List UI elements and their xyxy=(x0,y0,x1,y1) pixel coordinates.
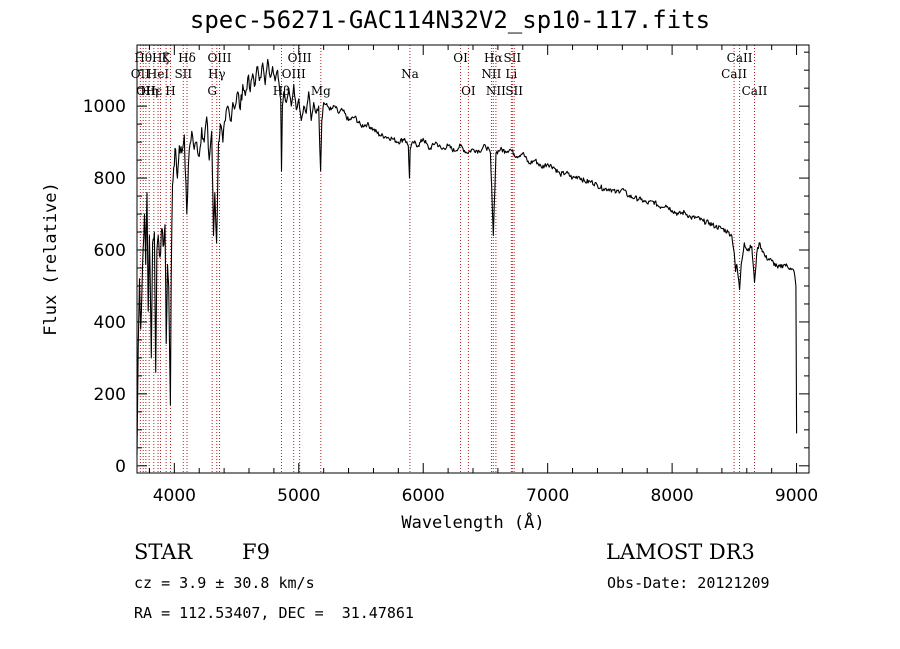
line-label: OIII xyxy=(288,51,312,65)
plot-frame xyxy=(136,44,810,474)
line-label: SII xyxy=(503,51,521,65)
x-tick-label: 5000 xyxy=(277,486,320,506)
line-label: Hβ xyxy=(273,84,290,98)
y-tick-label: 800 xyxy=(94,169,126,189)
line-label: OII xyxy=(136,84,156,98)
survey-name: LAMOST DR3 xyxy=(606,540,755,564)
line-label: OII xyxy=(131,67,151,81)
line-label: CaII xyxy=(742,84,768,98)
series-line xyxy=(136,58,798,456)
line-label: Na xyxy=(401,67,419,81)
object-class: STAR xyxy=(134,540,193,564)
series-group xyxy=(136,58,798,456)
line-label: OIII xyxy=(207,51,231,65)
y-tick-label: 600 xyxy=(94,241,126,261)
line-label: Mg xyxy=(311,84,331,98)
y-tick-label: 0 xyxy=(115,457,126,477)
line-label: G xyxy=(207,84,217,98)
y-tick-label: 1000 xyxy=(83,97,126,117)
line-label: OIII xyxy=(282,67,306,81)
line-label: Hδ xyxy=(178,51,196,65)
y-tick-label: 200 xyxy=(94,385,126,405)
line-label: SII xyxy=(505,84,523,98)
line-label: CaII xyxy=(727,51,753,65)
line-label: H xyxy=(165,84,175,98)
line-label: Hζ xyxy=(152,51,169,65)
line-label: Hθ xyxy=(134,51,152,65)
x-tick-label: 9000 xyxy=(775,486,818,506)
coordinates: RA = 112.53407, DEC = 31.47861 xyxy=(134,604,414,622)
line-label: Hγ xyxy=(208,67,226,81)
line-label: K xyxy=(162,51,172,65)
x-tick-label: 8000 xyxy=(650,486,693,506)
redshift-text: cz = 3.9 ± 30.8 km/s xyxy=(134,574,315,592)
line-label: NII xyxy=(481,67,501,81)
line-label: Hα xyxy=(484,51,503,65)
x-tick-label: 6000 xyxy=(402,486,445,506)
x-tick-label: 4000 xyxy=(153,486,196,506)
x-axis-label: Wavelength (Å) xyxy=(401,511,544,533)
line-label: Li xyxy=(505,67,517,81)
obs-date: Obs-Date: 20121209 xyxy=(607,574,770,592)
line-label: Hε xyxy=(145,84,162,98)
x-tick-label: 7000 xyxy=(526,486,569,506)
line-label: OI xyxy=(453,51,468,65)
spectral-subclass: F9 xyxy=(242,540,270,564)
line-label: NII xyxy=(486,84,506,98)
y-tick-label: 400 xyxy=(94,313,126,333)
axis-ticks: 4000 5000 6000 7000 8000 9000 0 200 400 600 800 100… xyxy=(83,45,818,506)
line-label: HeI xyxy=(147,67,170,81)
line-label: CaII xyxy=(721,67,747,81)
line-label: SII xyxy=(174,67,192,81)
line-label: OI xyxy=(461,84,476,98)
y-axis-label: Flux (relative) xyxy=(41,182,61,336)
chart-title: spec-56271-GAC114N32V2_sp10-117.fits xyxy=(189,6,711,34)
